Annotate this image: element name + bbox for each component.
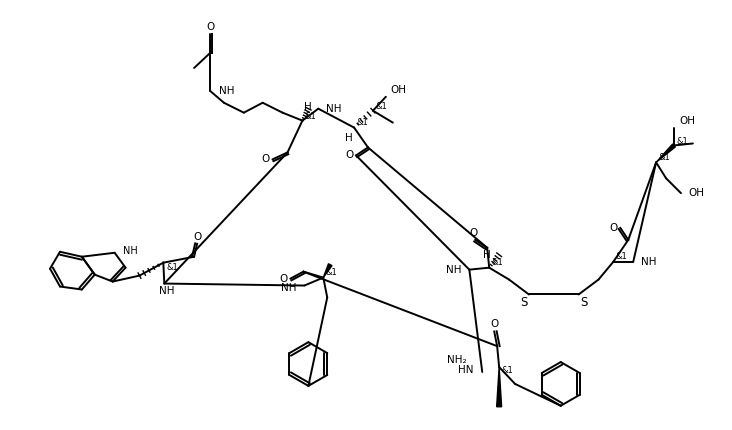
- Text: NH: NH: [281, 283, 296, 292]
- Text: O: O: [345, 150, 354, 160]
- Text: HN: HN: [458, 365, 474, 375]
- Text: NH₂: NH₂: [447, 355, 466, 365]
- Text: &1: &1: [166, 263, 178, 272]
- Text: NH: NH: [641, 257, 657, 267]
- Text: NH: NH: [219, 86, 234, 96]
- Text: H: H: [346, 133, 353, 144]
- Text: H: H: [304, 102, 311, 112]
- Text: O: O: [206, 22, 214, 32]
- Text: &1: &1: [305, 112, 316, 121]
- Text: &1: &1: [616, 252, 627, 261]
- Text: H: H: [483, 250, 491, 260]
- Text: &1: &1: [658, 153, 670, 162]
- Text: O: O: [280, 273, 288, 284]
- Text: NH: NH: [446, 264, 461, 275]
- Text: OH: OH: [688, 188, 704, 198]
- Polygon shape: [324, 264, 332, 278]
- Text: O: O: [193, 232, 201, 242]
- Text: NH: NH: [122, 246, 138, 256]
- Text: &1: &1: [501, 366, 513, 375]
- Text: &1: &1: [491, 258, 503, 267]
- Text: NH: NH: [159, 286, 174, 295]
- Text: O: O: [469, 228, 477, 238]
- Text: &1: &1: [676, 137, 688, 146]
- Text: S: S: [520, 296, 528, 309]
- Text: O: O: [490, 319, 498, 329]
- Text: &1: &1: [375, 102, 386, 111]
- Text: OH: OH: [391, 85, 407, 95]
- Text: NH: NH: [326, 104, 342, 114]
- Text: &1: &1: [325, 268, 337, 277]
- Polygon shape: [496, 367, 501, 407]
- Text: S: S: [580, 296, 587, 309]
- Text: &1: &1: [356, 118, 368, 127]
- Text: O: O: [261, 154, 270, 164]
- Text: O: O: [609, 223, 618, 233]
- Polygon shape: [656, 144, 676, 163]
- Text: OH: OH: [679, 116, 695, 126]
